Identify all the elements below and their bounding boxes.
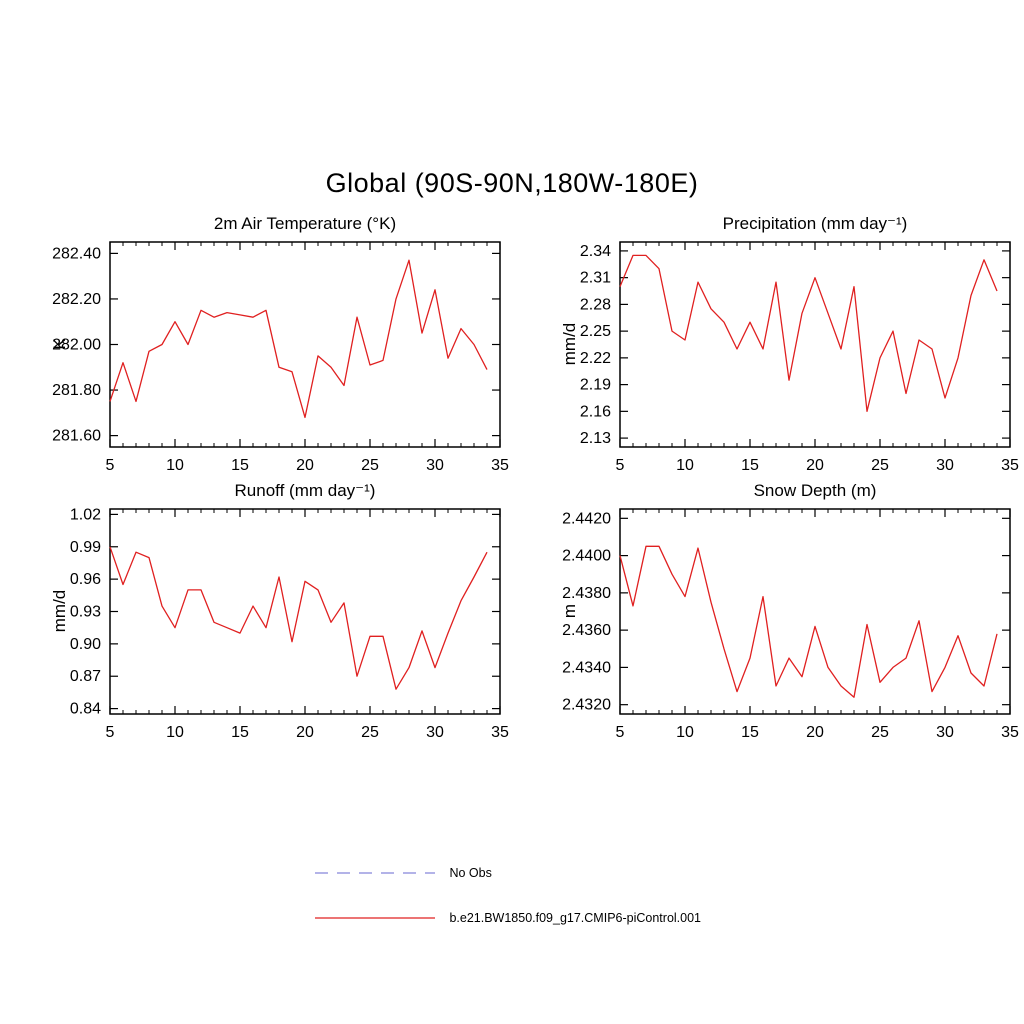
panel-runoff: Runoff (mm day⁻¹) mm/d 5 10 15 20 25 30 35 0.84…	[35, 479, 515, 757]
chart-canvas-snow-depth: 5 10 15 20 25 30 35 2.4320 2.4340 2.4360 2.4380 2.4…	[562, 508, 1019, 741]
x-tick-label: 5	[106, 724, 115, 741]
y-tick-label: 2.22	[580, 350, 611, 367]
plot-frame	[109, 508, 501, 715]
plot-frame	[619, 241, 1011, 448]
x-tick-label: 25	[871, 724, 889, 741]
legend-label-no-obs: No Obs	[449, 865, 492, 880]
panel-snow-depth: Snow Depth (m) m 5 10 15 20 25 30 35 2.4320 2.43…	[545, 479, 1024, 757]
panel-2m-air-temperature: 2m Air Temperature (°K) K 5 10 15 20 25 30 35 2…	[35, 212, 515, 490]
legend-line-no-obs	[315, 872, 435, 874]
x-tick-label: 30	[936, 457, 954, 474]
y-tick-label: 0.93	[70, 604, 101, 621]
x-tick-label: 30	[426, 457, 444, 474]
chart-title-runoff: Runoff (mm day⁻¹)	[234, 481, 376, 500]
y-tick-label: 2.13	[580, 430, 611, 447]
y-tick-label: 2.16	[580, 403, 611, 420]
x-tick-label: 35	[1001, 724, 1019, 741]
x-tick-label: 20	[296, 457, 314, 474]
chart-canvas-runoff: 5 10 15 20 25 30 35 0.84 0.87 0.90 0.93 0.96 0.99 1.0…	[70, 506, 509, 741]
plot-frame	[619, 508, 1011, 715]
y-tick-label: 2.4320	[562, 697, 611, 714]
x-tick-label: 5	[106, 457, 115, 474]
x-tick-label: 15	[741, 457, 759, 474]
y-tick-label: 0.87	[70, 668, 101, 685]
figure-title: Global (90S-90N,180W-180E)	[325, 168, 699, 198]
chart-canvas-precipitation: 5 10 15 20 25 30 35 2.13 2.16 2.19 2.22 2.25 2.28 2.3…	[580, 241, 1019, 474]
y-tick-label: 282.20	[52, 291, 101, 308]
x-tick-label: 30	[426, 724, 444, 741]
y-tick-label: 2.4380	[562, 585, 611, 602]
x-tick-label: 15	[741, 724, 759, 741]
x-tick-label: 35	[491, 724, 509, 741]
series-line	[109, 546, 488, 690]
y-tick-label: 2.28	[580, 296, 611, 313]
x-tick-label: 5	[616, 724, 625, 741]
x-tick-label: 10	[166, 724, 184, 741]
legend-item-model-run: b.e21.BW1850.f09_g17.CMIP6-piControl.001	[315, 909, 701, 925]
x-tick-label: 30	[936, 724, 954, 741]
y-tick-label: 2.4400	[562, 548, 611, 565]
y-tick-label: 281.80	[52, 382, 101, 399]
y-tick-label: 2.25	[580, 323, 611, 340]
y-tick-label: 282.40	[52, 245, 101, 262]
y-axis-label-snow-depth: m	[560, 603, 579, 619]
legend-label-model-run: b.e21.BW1850.f09_g17.CMIP6-piControl.001	[449, 910, 701, 925]
y-tick-label: 2.4420	[562, 510, 611, 527]
series-line	[619, 254, 998, 412]
legend-line-model-run	[315, 917, 435, 919]
series-line	[109, 259, 488, 419]
x-tick-label: 5	[616, 457, 625, 474]
x-tick-label: 20	[296, 724, 314, 741]
x-tick-label: 35	[1001, 457, 1019, 474]
legend: No Obs b.e21.BW1850.f09_g17.CMIP6-piCont…	[315, 864, 701, 954]
x-tick-label: 10	[676, 724, 694, 741]
y-tick-label: 0.99	[70, 539, 101, 556]
y-tick-label: 2.19	[580, 377, 611, 394]
y-tick-label: 0.90	[70, 636, 101, 653]
series-line	[619, 545, 998, 698]
y-tick-label: 282.00	[52, 337, 101, 354]
x-tick-label: 20	[806, 724, 824, 741]
y-tick-label: 2.4360	[562, 622, 611, 639]
y-tick-label: 1.02	[70, 506, 101, 523]
x-tick-label: 10	[166, 457, 184, 474]
chart-title-air-temperature: 2m Air Temperature (°K)	[213, 214, 397, 233]
x-tick-label: 15	[231, 457, 249, 474]
x-tick-label: 10	[676, 457, 694, 474]
panel-precipitation: Precipitation (mm day⁻¹) mm/d 5 10 15 20 25 3…	[545, 212, 1024, 490]
y-tick-label: 2.4340	[562, 659, 611, 676]
y-tick-label: 0.84	[70, 701, 101, 718]
y-axis-label-air-temperature: K	[50, 338, 69, 350]
y-tick-label: 2.31	[580, 270, 611, 287]
y-axis-label-runoff: mm/d	[50, 589, 69, 633]
x-tick-label: 25	[361, 457, 379, 474]
x-tick-label: 15	[231, 724, 249, 741]
chart-title-precipitation: Precipitation (mm day⁻¹)	[722, 214, 908, 233]
chart-canvas-air-temperature: 5 10 15 20 25 30 35 281.60 281.80 282.00 282.20 282…	[52, 241, 509, 474]
x-tick-label: 20	[806, 457, 824, 474]
y-axis-label-precipitation: mm/d	[560, 322, 579, 366]
x-tick-label: 25	[361, 724, 379, 741]
chart-title-snow-depth: Snow Depth (m)	[753, 481, 877, 500]
x-tick-label: 35	[491, 457, 509, 474]
y-tick-label: 281.60	[52, 428, 101, 445]
legend-item-no-obs: No Obs	[315, 864, 701, 880]
y-tick-label: 2.34	[580, 243, 611, 260]
x-tick-label: 25	[871, 457, 889, 474]
y-tick-label: 0.96	[70, 571, 101, 588]
